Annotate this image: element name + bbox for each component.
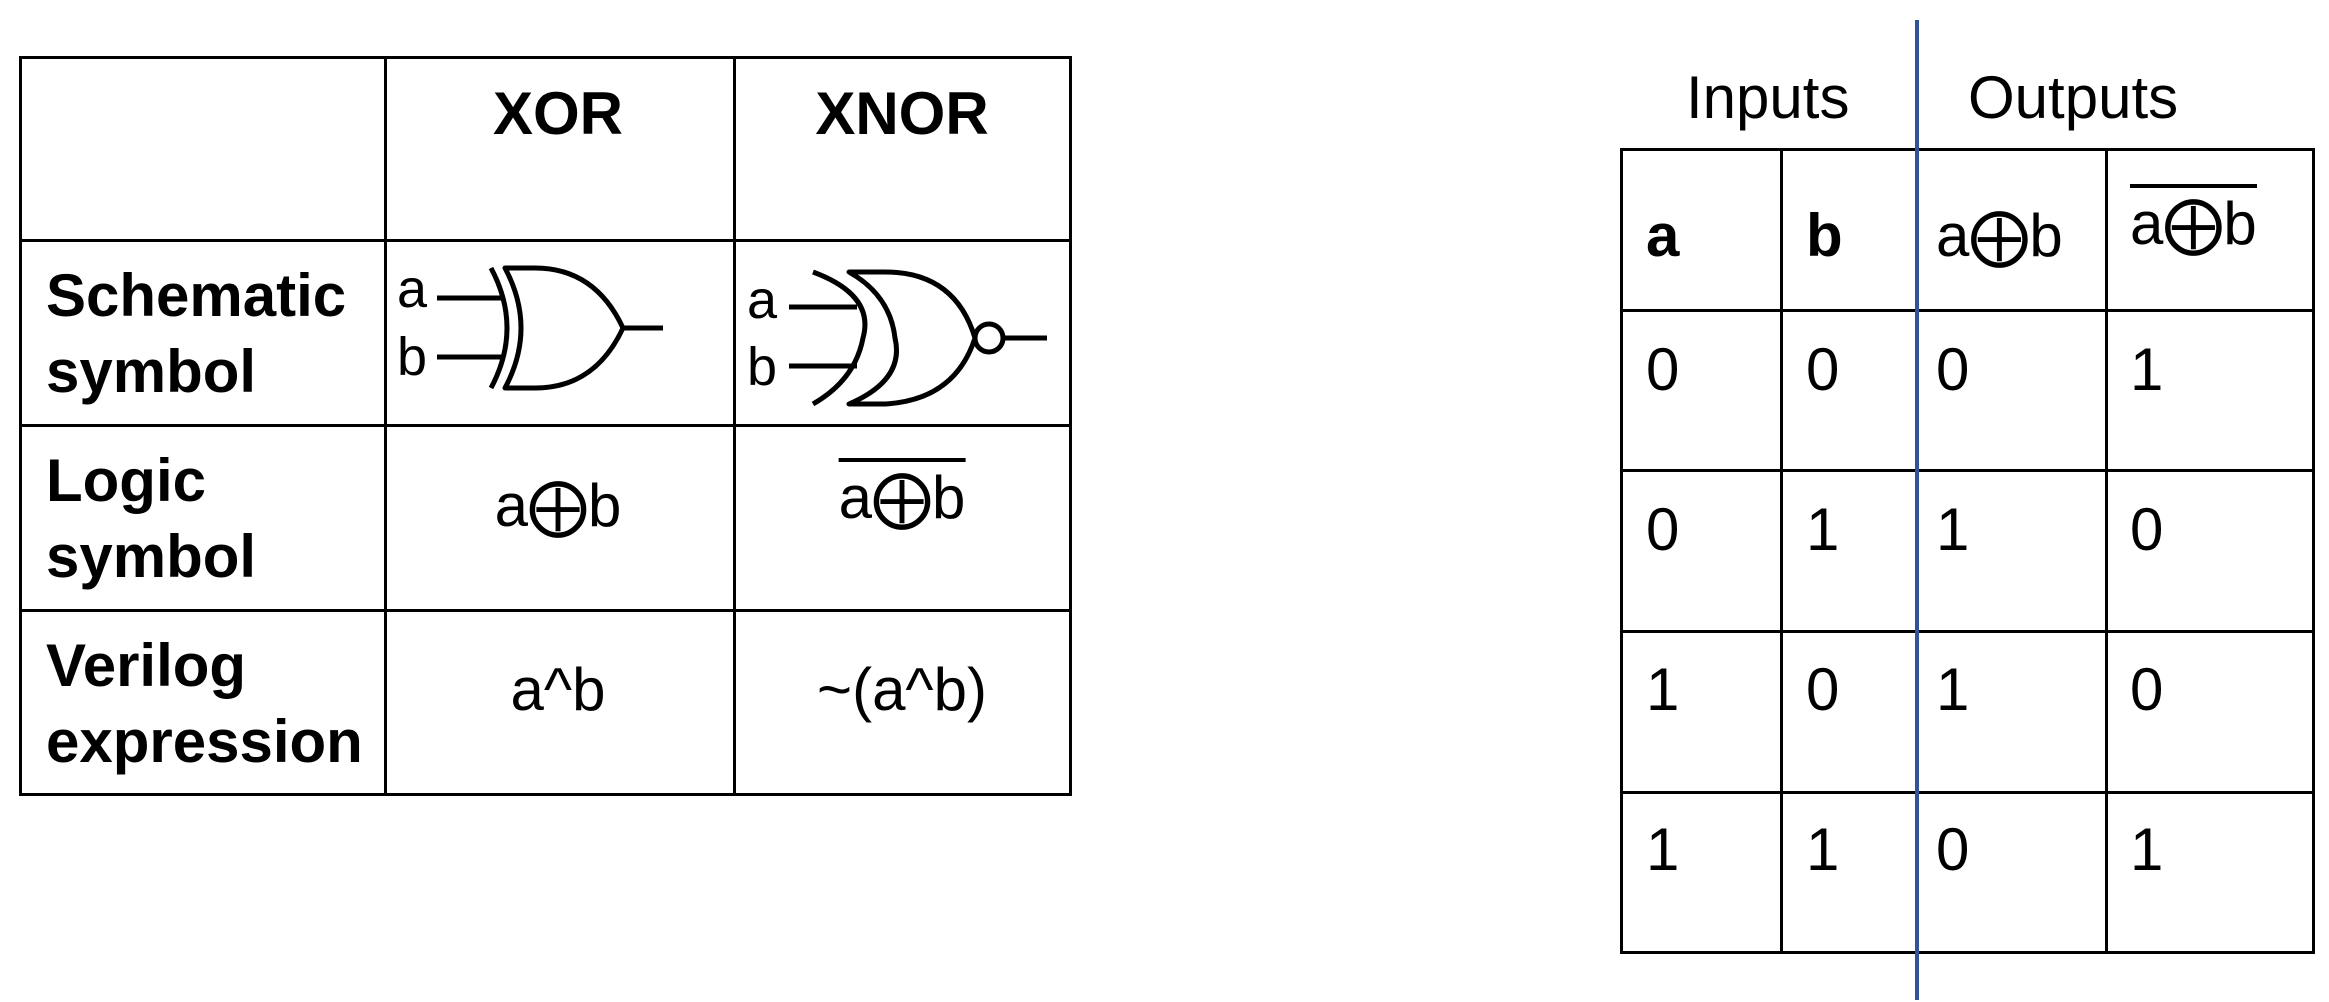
header-xor: XOR <box>492 80 624 147</box>
truth-cell: 0 <box>2130 656 2164 723</box>
truth-cell: 0 <box>1936 336 1970 403</box>
truth-table-row-divider <box>1620 791 2315 794</box>
xor-gate-icon: a b <box>397 259 663 391</box>
xor-pin-a: a <box>397 259 428 319</box>
truth-cell: 0 <box>1936 816 1970 883</box>
truth-table-border-bottom <box>1620 951 2315 954</box>
truth-cell: 1 <box>2130 336 2164 403</box>
xor-pin-b: b <box>397 327 427 387</box>
table-row-divider <box>19 239 1072 242</box>
gate-comparison-table: XOR XNOR Schematic symbol Logic symbol V… <box>0 0 1100 820</box>
row-label-schematic-2: symbol <box>46 338 257 405</box>
truth-cell: 1 <box>2130 816 2164 883</box>
truth-cell: 0 <box>1646 336 1680 403</box>
truth-header-xnor: a⨁b <box>2130 184 2257 254</box>
truth-cell: 0 <box>1646 496 1680 563</box>
row-label-schematic: Schematic <box>46 262 347 329</box>
truth-cell: 0 <box>2130 496 2164 563</box>
table-row-divider <box>19 609 1072 612</box>
row-label-verilog: Verilog <box>46 632 247 699</box>
group-label-inputs: Inputs <box>1686 64 1850 131</box>
truth-cell: 1 <box>1936 496 1970 563</box>
truth-cell: 1 <box>1806 816 1840 883</box>
truth-table-col-divider <box>2105 148 2108 954</box>
table-row-divider <box>19 424 1072 427</box>
truth-cell: 1 <box>1936 656 1970 723</box>
truth-table-row-divider <box>1620 309 2315 312</box>
table-border-right <box>1069 56 1072 796</box>
row-label-logic-2: symbol <box>46 523 257 590</box>
truth-header-a: a <box>1646 202 1680 269</box>
xnor-pin-a: a <box>747 270 778 330</box>
truth-cell: 1 <box>1806 496 1840 563</box>
row-label-logic: Logic <box>46 447 206 514</box>
truth-table-col-divider <box>1780 148 1783 954</box>
truth-table-border-left <box>1620 148 1623 954</box>
group-label-outputs: Outputs <box>1968 64 2179 131</box>
truth-table-border-right <box>2312 148 2315 954</box>
xnor-logic-overbar: a⨁b <box>838 458 966 528</box>
truth-table-border-top <box>1620 148 2315 151</box>
truth-header-xor: a⨁b <box>1936 202 2063 269</box>
truth-table-row-divider <box>1620 630 2315 633</box>
xnor-gate-icon: a b <box>747 269 1047 407</box>
truth-header-b: b <box>1806 202 1843 269</box>
xor-logic-symbol: a⨁b <box>494 472 622 539</box>
truth-cell: 1 <box>1646 816 1680 883</box>
table-border-left <box>19 56 22 796</box>
table-col-divider <box>384 56 387 796</box>
truth-header-xnor-overbar: a⨁b <box>2130 184 2257 254</box>
truth-table: Inputs Outputs a b a⨁b a⨁b 0 0 0 1 0 1 1… <box>1500 0 2329 1002</box>
inputs-outputs-divider <box>1915 20 1919 1000</box>
truth-cell: 0 <box>1806 656 1840 723</box>
xor-verilog-expression: a^b <box>510 656 606 723</box>
xnor-verilog-expression: ~(a^b) <box>817 656 987 723</box>
table-border-bottom <box>19 793 1072 796</box>
header-xnor: XNOR <box>815 80 989 147</box>
xnor-logic-symbol: a⨁b <box>838 458 966 528</box>
xnor-pin-b: b <box>747 337 777 397</box>
row-label-verilog-2: expression <box>46 708 363 775</box>
truth-cell: 0 <box>1806 336 1840 403</box>
table-border-top <box>19 56 1072 59</box>
truth-cell: 1 <box>1646 656 1680 723</box>
table-col-divider <box>733 56 736 796</box>
truth-table-row-divider <box>1620 469 2315 472</box>
